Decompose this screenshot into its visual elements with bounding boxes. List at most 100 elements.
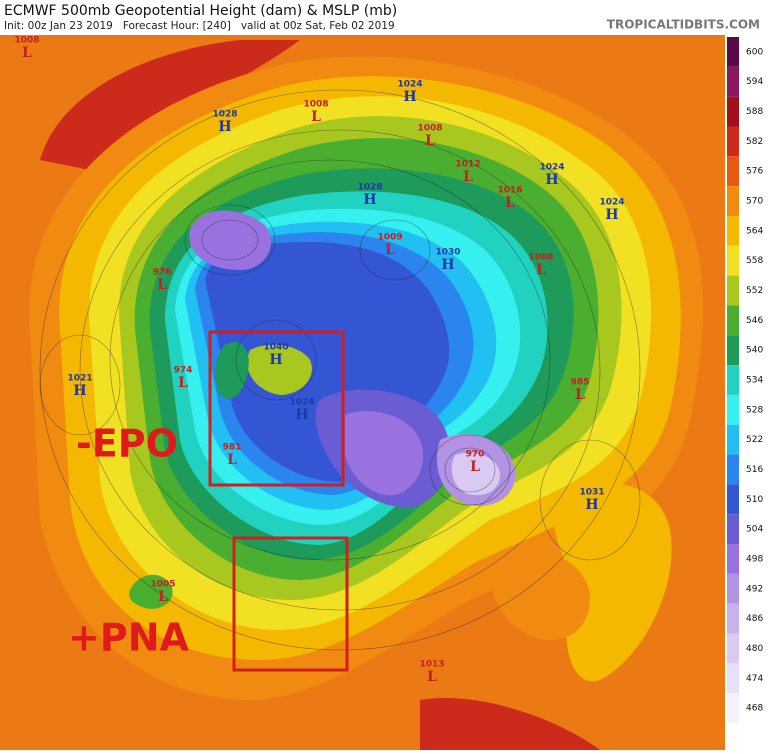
colorbar-swatch [727,335,739,366]
colorbar-swatch [727,245,739,276]
pressure-value: 985 [571,378,590,388]
pressure-center: H [269,352,282,368]
colorbar-swatch [727,37,739,67]
colorbar-swatch [727,394,739,425]
colorbar-label: 504 [746,525,763,535]
colorbar-swatch [727,424,739,455]
pressure-center: H [295,407,308,423]
pressure-center: H [363,192,376,208]
colorbar-swatch [727,603,739,634]
header-bar [0,0,768,35]
pressure-value: 1016 [497,186,522,196]
pressure-center: L [470,459,480,475]
pressure-center: L [536,262,546,278]
colorbar-swatch [727,186,739,216]
colorbar-label: 576 [746,167,763,177]
colorbar-label: 600 [746,47,763,57]
colorbar-label: 546 [746,316,763,326]
colorbar-swatch [727,693,739,723]
colorbar-label: 528 [746,405,763,415]
pressure-center: H [605,207,618,223]
pressure-value: 1024 [397,80,422,90]
colorbar-swatch [727,484,739,515]
pressure-value: 1009 [377,233,402,243]
pressure-value: 976 [153,268,172,278]
colorbar-label: 486 [746,614,763,624]
colorbar-label: 480 [746,644,763,654]
pressure-center: H [545,172,558,188]
colorbar-label: 522 [746,435,763,445]
colorbar-label: 516 [746,465,763,475]
colorbar-swatch [727,633,739,664]
pressure-center: H [218,119,231,135]
pressure-value: 1028 [357,183,382,193]
pressure-center: L [575,387,585,403]
title: ECMWF 500mb Geopotential Height (dam) & … [4,3,397,19]
pressure-center: L [425,133,435,149]
pressure-value: 981 [223,443,242,453]
pressure-center: L [427,669,437,685]
pressure-value: 1028 [212,110,237,120]
pressure-center: L [157,277,167,293]
colorbar-label: 468 [746,704,763,714]
colorbar-swatch [727,215,739,246]
pressure-value: 1005 [150,580,175,590]
colorbar-swatch [727,156,739,187]
annotation: +PNA [68,616,189,660]
pressure-center: L [227,452,237,468]
colorbar-label: 474 [746,674,763,684]
pressure-center: H [403,89,416,105]
pressure-value: 1040 [263,343,288,353]
height-field [0,35,725,750]
pressure-value: 970 [466,450,485,460]
pressure-value: 974 [174,366,193,376]
pressure-value: 1024 [599,198,624,208]
pressure-value: 1008 [303,100,328,110]
brand: TROPICALTIDBITS.COM [607,18,760,32]
pressure-center: L [463,169,473,185]
pressure-center: L [22,45,32,61]
pressure-value: 1012 [455,160,480,170]
pressure-center: L [505,195,515,211]
pressure-value: 1024 [539,163,564,173]
colorbar-swatch [727,544,739,574]
isobars [39,89,641,651]
colorbar-label: 570 [746,197,763,207]
colorbar-label: 492 [746,584,763,594]
pressure-value: 1031 [579,488,604,498]
pressure-center: L [178,375,188,391]
pressure-value: 1021 [67,374,92,384]
pressure-center: H [585,497,598,513]
colorbar-swatch [727,365,739,395]
colorbar-label: 588 [746,107,763,117]
colorbar-label: 552 [746,286,763,296]
pressure-value: 1008 [528,253,553,263]
pressure-center: H [441,257,454,273]
colorbar-swatch [727,663,739,694]
colorbar-label: 594 [746,77,763,87]
pressure-value: 1008 [417,124,442,134]
pressure-value: 1013 [419,660,444,670]
colorbar-label: 510 [746,495,763,505]
colorbar-swatch [727,514,739,545]
pressure-center: H [73,383,86,399]
pressure-value: 1030 [435,248,460,258]
annotation: -EPO [76,422,178,466]
colorbar-label: 534 [746,376,763,386]
colorbar-label: 498 [746,554,763,564]
epo-box [208,330,345,487]
colorbar-swatch [727,126,739,157]
colorbar-swatch [727,305,739,336]
pressure-center: L [385,242,395,258]
colorbar-label: 558 [746,256,763,266]
pna-box [232,536,349,672]
colorbar-swatch [727,454,739,485]
pressure-center: L [311,109,321,125]
subtitle: Init: 00z Jan 23 2019 Forecast Hour: [24… [4,20,395,32]
colorbar-label: 582 [746,137,763,147]
pressure-center: L [158,589,168,605]
colorbar-label: 540 [746,346,763,356]
colorbar-swatch [727,275,739,306]
